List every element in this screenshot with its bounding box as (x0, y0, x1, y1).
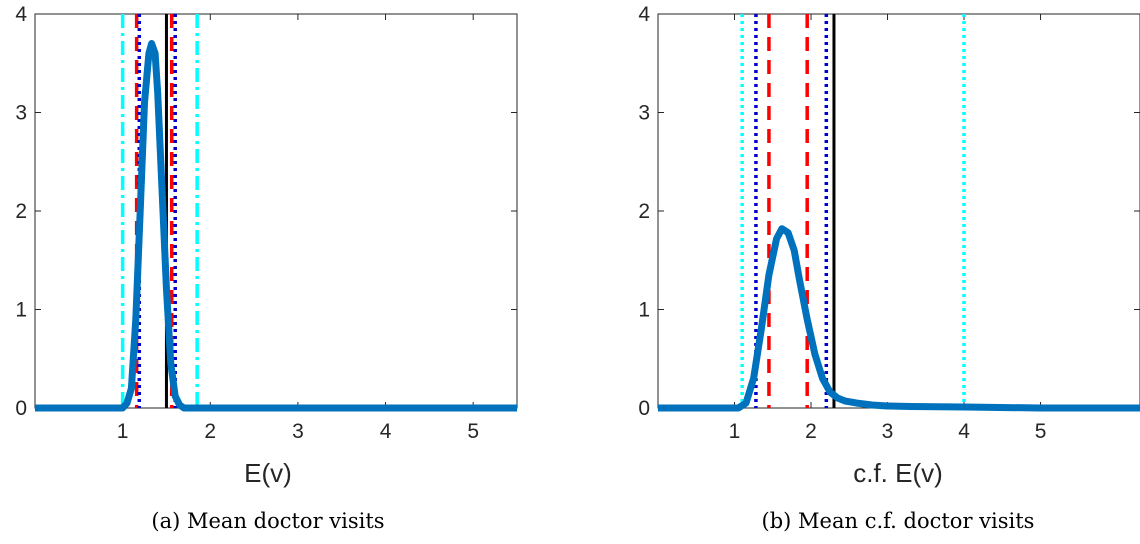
x-tick-label: 3 (292, 420, 304, 443)
x-tick-label: 2 (805, 420, 817, 443)
y-tick-label: 4 (638, 3, 650, 26)
x-tick-label: 3 (882, 420, 894, 443)
x-tick-label: 4 (958, 420, 970, 443)
x-tick-label: 5 (1035, 420, 1047, 443)
y-tick-label: 0 (15, 397, 27, 420)
x-tick-label: 2 (204, 420, 216, 443)
x-axis-label-b: c.f. E(v) (853, 458, 943, 488)
x-tick-label: 1 (729, 420, 741, 443)
y-tick-label: 1 (638, 299, 650, 322)
x-tick-label: 4 (380, 420, 392, 443)
axes-box (34, 13, 518, 409)
panel-b: (b) Mean c.f. doctor visits c.f. E(v) 0 1… (638, 3, 1140, 533)
y-tick-label: 2 (15, 200, 27, 223)
density-curve (658, 225, 1140, 412)
panel-a: (a) Mean doctor visits E(v) 0 1 2 3 4 1 2 3 4 5 (15, 3, 518, 533)
caption-a: (a) Mean doctor visits (151, 509, 384, 533)
x-tick-label: 1 (117, 420, 129, 443)
y-tick-label: 4 (15, 3, 27, 26)
x-axis-label-a: E(v) (244, 458, 292, 488)
y-tick-label: 1 (15, 299, 27, 322)
y-tick-label: 2 (638, 200, 650, 223)
axes-box (657, 13, 1140, 409)
y-tick-label: 3 (15, 102, 27, 125)
caption-b: (b) Mean c.f. doctor visits (762, 509, 1035, 533)
y-tick-label: 0 (638, 397, 650, 420)
density-curve (35, 40, 517, 412)
x-tick-label: 5 (467, 420, 479, 443)
y-tick-label: 3 (638, 102, 650, 125)
